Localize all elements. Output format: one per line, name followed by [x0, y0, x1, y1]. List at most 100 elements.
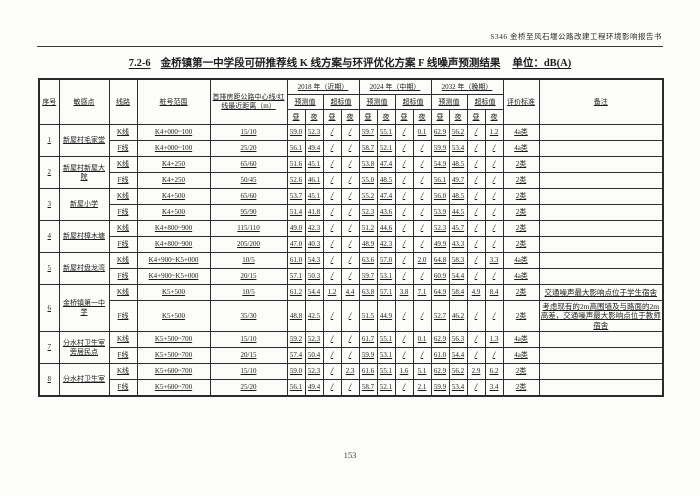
col-header-exceed-2024: 超标值: [394, 94, 432, 110]
cell-distance: 50/45: [209, 172, 288, 189]
cell-2018-exceed-night: /: [340, 124, 360, 141]
cell-remark: [538, 331, 664, 349]
cell-remark: [538, 252, 664, 269]
cell-2018-predicted-day: 59.0: [286, 363, 306, 381]
cell-standard: 2类: [502, 204, 540, 221]
cell-2024-predicted-day: 61.6: [358, 363, 378, 381]
col-header-predicted-2032: 预测值: [430, 94, 468, 110]
cell-remark: [538, 204, 664, 221]
cell-2018-exceed-night: /: [340, 220, 360, 237]
cell-sensitive-point: 新屋村新屋大院: [58, 156, 110, 189]
cell-seq: 8: [38, 363, 60, 397]
cell-2024-exceed-day: /: [394, 331, 414, 349]
table-row: 6 金桥镇第一中学 K线 K5+500 10/5 61.2 54.4 1.2 4.4 63.8 57…: [38, 283, 664, 333]
report-header-text: S346 金桥至风石堰公路改建工程环境影响报告书: [490, 32, 662, 41]
cell-2024-predicted-day: 58.7: [358, 379, 378, 397]
cell-2032-predicted-night: 56.2: [448, 363, 468, 381]
cell-2024-predicted-night: 53.1: [376, 347, 396, 365]
cell-2024-exceed-day: /: [394, 140, 414, 157]
cell-2032-predicted-day: 64.9: [430, 284, 450, 301]
cell-standard: 4a类: [502, 347, 540, 365]
cell-remark: [538, 268, 664, 285]
cell-2018-exceed-day: /: [322, 363, 342, 381]
cell-line: F线: [108, 204, 138, 221]
cell-2032-predicted-day: 54.9: [430, 156, 450, 173]
col-header-year-2032: 2032 年（晚期）: [430, 78, 504, 95]
cell-2024-predicted-night: 55.1: [376, 124, 396, 141]
cell-stake-range: K5+500: [136, 299, 211, 333]
cell-2018-exceed-night: /: [340, 140, 360, 157]
cell-2018-exceed-day: /: [322, 331, 342, 349]
cell-2032-predicted-night: 58.4: [448, 284, 468, 301]
cell-line: K线: [108, 284, 138, 301]
cell-stake-range: K4+000~100: [136, 140, 211, 157]
table-row: F线 K4+250 50/45 52.6 46.1//55.0 48.5//56.1 49.…: [39, 172, 664, 189]
cell-seq: 3: [38, 188, 60, 221]
cell-2032-predicted-night: 53.4: [448, 379, 468, 397]
cell-standard: 4a类: [502, 140, 540, 157]
cell-2032-exceed-night: /: [484, 172, 504, 189]
cell-2018-predicted-day: 48.8: [286, 299, 306, 333]
cell-2032-exceed-night: /: [484, 347, 504, 365]
table-unit-label: 单位：dB(A): [512, 58, 572, 69]
cell-2032-predicted-night: 54.4: [448, 347, 468, 365]
cell-sensitive-point: 新屋小学: [58, 188, 110, 221]
cell-2024-predicted-night: 57.0: [376, 252, 396, 269]
cell-distance: 10/5: [209, 252, 288, 269]
cell-remark: [538, 347, 664, 365]
col-header-year-2018: 2018 年（近期）: [286, 78, 360, 95]
cell-distance: 15/10: [209, 363, 288, 381]
header-row-day-night: 昼 夜 昼 夜 昼 夜 昼 夜 昼 夜 昼 夜: [39, 109, 663, 125]
cell-seq: 7: [38, 331, 60, 365]
col-header-predicted-2024: 预测值: [358, 94, 396, 110]
cell-2032-predicted-day: 56.0: [430, 188, 450, 205]
cell-sensitive-point: 分水村卫生室: [58, 363, 110, 397]
cell-2032-exceed-day: /: [466, 268, 486, 285]
cell-stake-range: K4+250: [136, 156, 211, 173]
cell-sensitive-point: 新屋村樟木塘: [58, 220, 110, 253]
cell-2032-exceed-night: /: [484, 268, 504, 285]
cell-distance: 25/20: [209, 140, 288, 157]
cell-2024-predicted-day: 58.7: [358, 140, 378, 157]
col-header-sensitive-point: 敏感点: [58, 78, 110, 125]
cell-2024-predicted-day: 51.2: [358, 220, 378, 237]
cell-stake-range: K5+500~700: [136, 331, 211, 349]
cell-2032-exceed-day: 4.9: [466, 284, 486, 301]
cell-2018-exceed-day: /: [322, 204, 342, 221]
cell-2024-exceed-day: /: [394, 347, 414, 365]
cell-2032-exceed-night: 1.2: [484, 124, 504, 141]
cell-2018-exceed-day: /: [322, 252, 342, 269]
cell-remark: [538, 140, 664, 157]
cell-2018-exceed-day: /: [322, 379, 342, 397]
cell-2024-predicted-day: 63.6: [358, 252, 378, 269]
cell-2032-predicted-day: 56.1: [430, 172, 450, 189]
col-header-seq: 序号: [38, 78, 60, 125]
cell-2018-exceed-night: /: [340, 236, 360, 253]
cell-2024-predicted-night: 55.1: [376, 331, 396, 349]
cell-standard: 4a类: [502, 124, 540, 141]
col-header-predicted-2018: 预测值: [286, 94, 324, 110]
cell-2032-predicted-day: 60.9: [430, 268, 450, 285]
cell-2032-predicted-day: 52.7: [430, 299, 450, 333]
cell-2024-exceed-night: /: [412, 236, 432, 253]
cell-2024-exceed-night: 5.1: [412, 363, 432, 381]
cell-2018-predicted-day: 59.0: [286, 124, 306, 141]
cell-sensitive-point: 新屋村盘龙湾: [58, 252, 110, 285]
cell-2018-predicted-day: 56.1: [286, 140, 306, 157]
cell-2032-predicted-night: 45.7: [448, 220, 468, 237]
cell-2018-predicted-day: 61.0: [286, 252, 306, 269]
cell-distance: 115/110: [209, 220, 288, 237]
cell-2018-exceed-day: /: [322, 220, 342, 237]
cell-remark: [538, 156, 664, 173]
col-header-night: 夜: [340, 109, 360, 125]
cell-2024-exceed-night: 2.0: [412, 252, 432, 269]
cell-line: F线: [108, 172, 138, 189]
cell-2018-predicted-night: 40.3: [304, 236, 324, 253]
table-row: F线 K5+500~700 20/15 57.4 50.4//59.9 53.1//61.…: [39, 347, 664, 365]
table-row: F线 K5+600~700 25/20 56.1 49.4//58.7 52.1/2.1 5…: [39, 379, 664, 397]
cell-remark: [538, 236, 664, 253]
cell-2018-predicted-day: 51.4: [286, 204, 306, 221]
cell-seq: 1: [38, 124, 60, 157]
cell-2024-exceed-night: /: [412, 156, 432, 173]
cell-2024-exceed-day: /: [394, 252, 414, 269]
